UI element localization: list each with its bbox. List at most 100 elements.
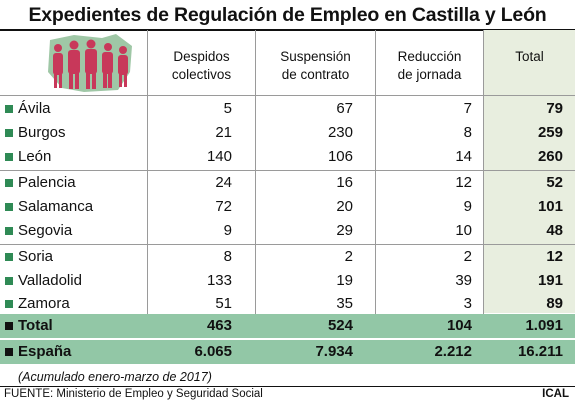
row-bullet <box>5 153 13 161</box>
cell-total: 1.091 <box>525 317 563 334</box>
row-bullet <box>5 179 13 187</box>
cell-total: 191 <box>537 272 563 289</box>
cell-reduccion: 8 <box>463 124 472 141</box>
cell-total: 259 <box>537 124 563 141</box>
province-name: Valladolid <box>18 272 82 289</box>
workers-map-logo <box>48 34 132 92</box>
cell-total: 260 <box>537 148 563 165</box>
period-note: (Acumulado enero-marzo de 2017) <box>18 370 212 384</box>
cell-reduccion: 3 <box>463 295 472 312</box>
cell-reduccion: 2 <box>463 248 472 265</box>
cell-total: 79 <box>546 100 563 117</box>
cell-reduccion: 14 <box>455 148 472 165</box>
agency-credit: ICAL <box>542 388 569 400</box>
column-divider <box>483 30 484 363</box>
cell-total: 12 <box>546 248 563 265</box>
cell-reduccion: 7 <box>463 100 472 117</box>
row-bullet <box>5 300 13 308</box>
total-column-background <box>483 30 575 313</box>
cell-suspension: 16 <box>336 174 353 191</box>
province-name: Segovia <box>18 222 73 239</box>
cell-suspension: 19 <box>336 272 353 289</box>
cell-despidos: 9 <box>223 222 232 239</box>
header-line: Reducción <box>397 49 462 64</box>
header-reduccion: Reducción de jornada <box>376 48 483 84</box>
cell-total: 89 <box>546 295 563 312</box>
cell-despidos: 51 <box>215 295 232 312</box>
header-line: de jornada <box>397 67 462 82</box>
column-divider <box>375 30 376 363</box>
summary-name: España <box>18 343 72 360</box>
cell-total: 52 <box>546 174 563 191</box>
cell-despidos: 72 <box>215 198 232 215</box>
province-name: León <box>18 148 52 165</box>
table-row: Burgos 21 230 8 259 <box>0 121 575 145</box>
cell-despidos: 24 <box>215 174 232 191</box>
row-bullet <box>5 105 13 113</box>
source-text: FUENTE: Ministerio de Empleo y Seguridad… <box>4 388 263 400</box>
row-bullet <box>5 227 13 235</box>
row-bullet <box>5 322 13 330</box>
header-suspension: Suspensión de contrato <box>256 48 375 84</box>
header-rule <box>0 95 575 96</box>
cell-reduccion: 2.212 <box>434 343 472 360</box>
cell-reduccion: 39 <box>455 272 472 289</box>
table-row: Segovia 9 29 10 48 <box>0 219 575 243</box>
cell-reduccion: 9 <box>463 198 472 215</box>
cell-despidos: 140 <box>206 148 232 165</box>
table-row: Soria 8 2 2 12 <box>0 245 575 269</box>
header-total: Total <box>484 48 575 66</box>
header-line: de contrato <box>281 67 350 82</box>
cell-despidos: 463 <box>206 317 232 334</box>
header-line: Despidos <box>173 49 230 64</box>
summary-name: Total <box>18 317 53 334</box>
table-row: Valladolid 133 19 39 191 <box>0 269 575 293</box>
province-name: Burgos <box>18 124 66 141</box>
cell-suspension: 2 <box>344 248 353 265</box>
header-despidos: Despidos colectivos <box>148 48 255 84</box>
group-rule <box>0 170 575 171</box>
cell-total: 16.211 <box>517 343 563 360</box>
cell-suspension: 67 <box>336 100 353 117</box>
header-line: Total <box>515 49 544 64</box>
cell-reduccion: 104 <box>446 317 472 334</box>
footer-rule <box>0 386 575 387</box>
province-name: Ávila <box>18 100 51 117</box>
cell-reduccion: 12 <box>455 174 472 191</box>
cell-suspension: 106 <box>327 148 353 165</box>
top-rule <box>0 29 575 31</box>
column-divider <box>147 30 148 363</box>
header-line: Suspensión <box>280 49 351 64</box>
cell-despidos: 133 <box>206 272 232 289</box>
cell-suspension: 20 <box>336 198 353 215</box>
cell-despidos: 6.065 <box>194 343 232 360</box>
table-row: Salamanca 72 20 9 101 <box>0 195 575 219</box>
province-name: Soria <box>18 248 54 265</box>
cell-suspension: 7.934 <box>315 343 353 360</box>
cell-despidos: 5 <box>223 100 232 117</box>
table-row: Palencia 24 16 12 52 <box>0 171 575 195</box>
province-name: Palencia <box>18 174 76 191</box>
header-line: colectivos <box>171 67 232 82</box>
summary-gap <box>0 338 575 340</box>
table-row: Ávila 5 67 7 79 <box>0 97 575 121</box>
cell-suspension: 524 <box>327 317 353 334</box>
row-bullet <box>5 348 13 356</box>
cell-suspension: 29 <box>336 222 353 239</box>
row-bullet <box>5 129 13 137</box>
row-bullet <box>5 203 13 211</box>
total-row: Total 463 524 104 1.091 <box>0 314 575 338</box>
cell-despidos: 21 <box>215 124 232 141</box>
group-rule <box>0 244 575 245</box>
cell-suspension: 35 <box>336 295 353 312</box>
column-divider <box>255 30 256 363</box>
cell-reduccion: 10 <box>455 222 472 239</box>
province-name: Zamora <box>18 295 70 312</box>
espana-row: España 6.065 7.934 2.212 16.211 <box>0 340 575 364</box>
table-row: Zamora 51 35 3 89 <box>0 292 575 316</box>
cell-total: 101 <box>537 198 563 215</box>
table-row: León 140 106 14 260 <box>0 145 575 169</box>
table-title: Expedientes de Regulación de Empleo en C… <box>28 4 547 26</box>
row-bullet <box>5 253 13 261</box>
province-name: Salamanca <box>18 198 94 215</box>
